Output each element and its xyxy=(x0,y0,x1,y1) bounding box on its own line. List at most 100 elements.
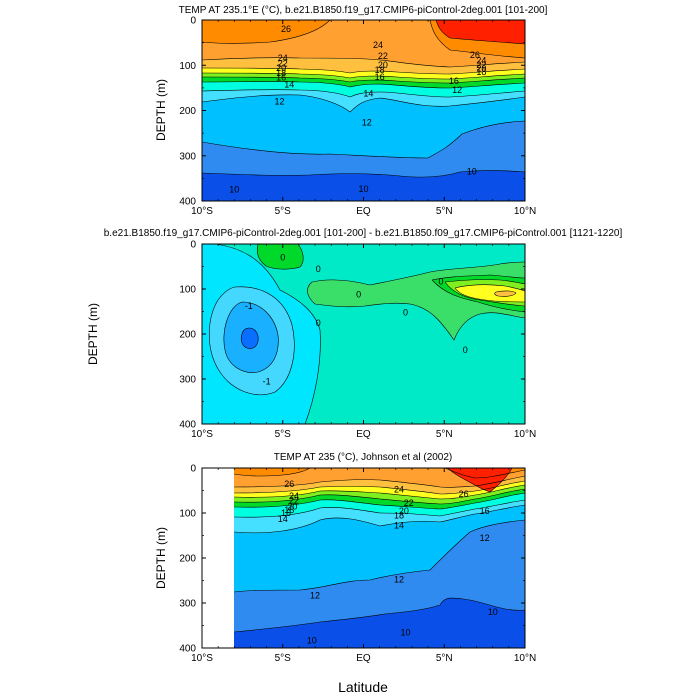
contour-label: 24 xyxy=(476,56,486,66)
contour-label: 0 xyxy=(280,253,285,263)
contour-label: 12 xyxy=(310,590,320,600)
contour-label: 10 xyxy=(229,185,239,195)
x-tick-label: EQ xyxy=(356,429,371,440)
x-tick-label: 5°N xyxy=(436,206,453,217)
contour-label: 12 xyxy=(362,118,372,128)
contour-label: 14 xyxy=(394,521,404,531)
contour-label: 16 xyxy=(375,72,385,82)
contour-label: 14 xyxy=(278,514,288,524)
p1-fill-26 xyxy=(202,20,330,44)
contour-label: 20 xyxy=(287,501,297,511)
y-tick-label: 300 xyxy=(179,599,196,610)
panel2-ticks: 10°S 5°S EQ 5°N 10°N 0 100 200 300 400 xyxy=(179,240,536,441)
contour-label: 24 xyxy=(289,491,299,501)
y-tick-label: 100 xyxy=(179,509,196,520)
y-tick-label: 400 xyxy=(179,420,196,431)
p3-contour-lines xyxy=(233,468,525,633)
panel1-ylabel: DEPTH (m) xyxy=(154,79,168,141)
contour-label: 24 xyxy=(394,485,404,495)
panel2-title: b.e21.B1850.f19_g17.CMIP6-piControl-2deg… xyxy=(104,228,623,239)
contour-label: 12 xyxy=(275,96,285,106)
x-tick-label: 10°N xyxy=(514,429,536,440)
contour-label: 0 xyxy=(316,264,321,274)
contour-label: 0 xyxy=(439,276,444,286)
panel2-contour-labels: -1 -1 0 0 0 0 0 0 0 xyxy=(245,253,468,387)
y-tick-label: 400 xyxy=(179,197,196,208)
contour-label: 26 xyxy=(459,489,469,499)
contour-label: 22 xyxy=(289,495,299,505)
y-tick-label: 400 xyxy=(179,644,196,655)
contour-label: 24 xyxy=(373,40,383,50)
x-tick-label: 10°N xyxy=(514,653,536,664)
y-tick-label: 200 xyxy=(179,106,196,117)
x-tick-label: 5°N xyxy=(436,653,453,664)
contour-label: 18 xyxy=(476,67,486,77)
y-tick-label: 300 xyxy=(179,151,196,162)
x-tick-label: EQ xyxy=(356,653,371,664)
panel1-fills xyxy=(202,20,525,201)
panel3-contour-labels: 2624222018161424222018141212122610101016 xyxy=(278,479,498,646)
contour-label: 26 xyxy=(281,24,291,34)
contour-label: 12 xyxy=(480,533,490,543)
contour-label: 0 xyxy=(316,318,321,328)
contour-label: 12 xyxy=(452,85,462,95)
contour-label: 10 xyxy=(467,167,477,177)
x-tick-label: 10°N xyxy=(514,206,536,217)
p3-fill-24 xyxy=(234,468,525,488)
p3-fill-26b xyxy=(234,468,310,476)
y-tick-label: 100 xyxy=(179,285,196,296)
contour-label: 10 xyxy=(488,607,498,617)
p2-fill-neg3 xyxy=(241,328,259,349)
contour-label: 22 xyxy=(278,58,288,68)
contour-label: 18 xyxy=(276,68,286,78)
panel1-contour-labels: 2624222018161412242220181614122624222018… xyxy=(229,24,486,195)
panel1: TEMP AT 235.1°E (°C), b.e21.B1850.f19_g1… xyxy=(154,5,548,217)
contour-label: 18 xyxy=(284,505,294,515)
panel2: b.e21.B1850.f19_g17.CMIP6-piControl-2deg… xyxy=(86,228,622,440)
contour-label: 16 xyxy=(449,76,459,86)
x-tick-label: 5°S xyxy=(275,429,292,440)
y-tick-label: 100 xyxy=(179,61,196,72)
contour-label: 0 xyxy=(403,307,408,317)
contour-label: 10 xyxy=(358,184,368,194)
contour-label: 18 xyxy=(394,511,404,521)
x-tick-label: 5°S xyxy=(275,206,292,217)
panel3-title: TEMP AT 235 (°C), Johnson et al (2002) xyxy=(274,452,453,463)
p1-fill-28 xyxy=(436,20,525,44)
panel3: TEMP AT 235 (°C), Johnson et al (2002) xyxy=(154,452,536,664)
x-tick-label: 10°S xyxy=(191,429,213,440)
y-tick-label: 0 xyxy=(190,240,196,251)
contour-label: -1 xyxy=(263,376,271,386)
x-tick-label: 10°S xyxy=(191,206,213,217)
y-tick-label: 200 xyxy=(179,330,196,341)
contour-label: 20 xyxy=(476,63,486,73)
contour-label: 10 xyxy=(307,635,317,645)
contour-label: 16 xyxy=(276,72,286,82)
contour-label: 20 xyxy=(276,63,286,73)
contour-label: 16 xyxy=(480,506,490,516)
contour-label: 18 xyxy=(375,65,385,75)
panel1-ticks: 10°S 5°S EQ 5°N 10°N 0 100 200 300 400 xyxy=(179,16,536,218)
contour-label: 14 xyxy=(284,80,294,90)
contour-label: 20 xyxy=(378,60,388,70)
p2-contour-lines xyxy=(209,244,525,424)
contour-label: 20 xyxy=(399,506,409,516)
contour-label: 22 xyxy=(476,60,486,70)
contour-label: 10 xyxy=(400,627,410,637)
contour-label: -1 xyxy=(245,301,253,311)
y-tick-label: 300 xyxy=(179,375,196,386)
contour-label: 22 xyxy=(404,498,414,508)
panel2-ylabel: DEPTH (m) xyxy=(86,303,100,365)
panel2-fills xyxy=(202,244,525,424)
contour-label: 26 xyxy=(470,50,480,60)
contour-label: 24 xyxy=(278,53,288,63)
x-axis-label: Latitude xyxy=(338,679,388,695)
p2-fill-pos-orange xyxy=(494,290,516,297)
panel1-title: TEMP AT 235.1°E (°C), b.e21.B1850.f19_g1… xyxy=(179,5,548,16)
x-tick-label: 5°N xyxy=(436,429,453,440)
y-tick-label: 0 xyxy=(190,464,196,475)
p3-fill-28 xyxy=(448,468,512,492)
contour-label: 0 xyxy=(356,289,361,299)
x-tick-label: 5°S xyxy=(275,653,292,664)
